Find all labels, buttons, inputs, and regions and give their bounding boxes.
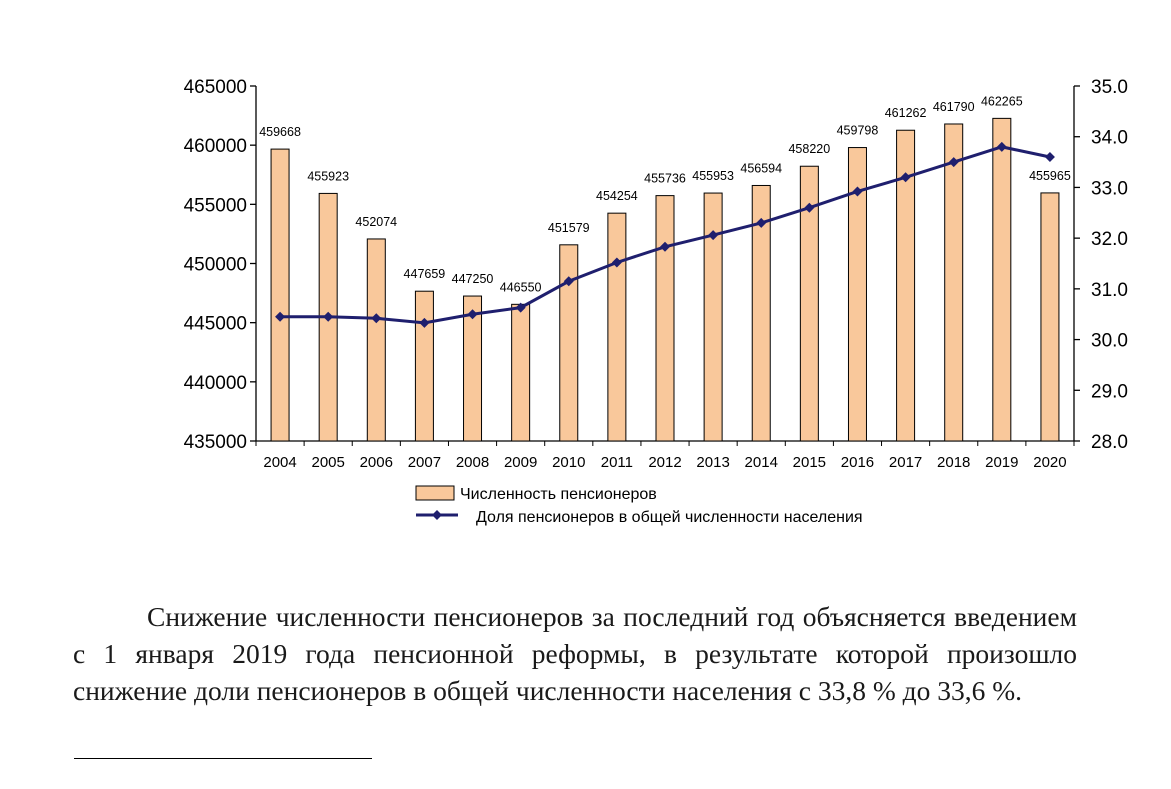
footnote-separator (74, 758, 372, 759)
line-point (948, 157, 959, 168)
line-point (419, 317, 430, 328)
bar-value-label: 447659 (404, 267, 446, 281)
x-axis-tick-label: 2016 (841, 454, 874, 471)
x-axis-tick-label: 2018 (937, 454, 970, 471)
bar (751, 184, 771, 442)
bar (559, 244, 579, 442)
x-axis-tick-label: 2019 (985, 454, 1018, 471)
line-point (563, 276, 574, 287)
bar (414, 290, 434, 442)
line-point (323, 311, 334, 322)
left-axis-tick-label: 450000 (184, 255, 247, 276)
bar (944, 123, 964, 442)
line-point (756, 217, 767, 228)
x-axis-tick-label: 2013 (696, 454, 729, 471)
x-axis-tick-label: 2010 (552, 454, 585, 471)
line-point (660, 241, 670, 252)
line-point (611, 257, 622, 268)
bar (463, 295, 483, 442)
bar-value-label: 446550 (500, 280, 542, 294)
bar (366, 238, 386, 442)
bar-value-label: 452074 (355, 215, 397, 229)
x-axis-tick-label: 2009 (504, 454, 537, 471)
bar (799, 165, 819, 442)
bar (703, 192, 723, 442)
legend-bar-swatch (415, 485, 455, 501)
legend-line-marker (432, 510, 442, 520)
x-axis-tick-label: 2008 (456, 454, 489, 471)
x-axis-tick-label: 2007 (408, 454, 441, 471)
left-axis-tick-label: 455000 (184, 195, 247, 216)
x-axis-tick-label: 2006 (360, 454, 393, 471)
line-point (515, 302, 526, 313)
bar (655, 195, 675, 442)
bar (992, 117, 1012, 442)
bar-value-label: 451579 (548, 221, 590, 235)
x-axis-tick-label: 2017 (889, 454, 922, 471)
bar-value-label: 461262 (885, 106, 927, 120)
left-axis-tick-label: 440000 (184, 373, 247, 394)
explanatory-paragraph: Снижение численности пенсионеров за посл… (73, 601, 1077, 706)
bar-value-labels: 459668 455923 452074 447659 447250 446550 4515… (259, 94, 1071, 294)
line-point (708, 230, 719, 241)
left-axis-tick-label: 435000 (184, 432, 247, 453)
line-point (804, 202, 815, 213)
bar (847, 147, 867, 442)
bar-value-label: 461790 (933, 100, 975, 114)
x-axis-tick-label: 2020 (1033, 454, 1066, 471)
line-point (1044, 152, 1055, 162)
pensioners-chart: 465000 460000 455000 450000 445000 440000 4350… (184, 77, 1128, 526)
line-point (996, 141, 1007, 152)
bar (511, 303, 531, 442)
bar (607, 212, 627, 442)
bar-value-label: 455965 (1029, 169, 1071, 183)
x-axis-tick-label: 2012 (648, 454, 681, 471)
bar (1040, 192, 1060, 442)
bar-value-label: 462265 (981, 94, 1023, 108)
right-axis-tick-label: 29.0 (1091, 381, 1128, 402)
bar-value-label: 459668 (259, 125, 301, 139)
line-point (275, 311, 286, 322)
bar-value-label: 455736 (644, 172, 686, 186)
legend-line-label: Доля пенсионеров в общей численности нас… (476, 509, 863, 526)
line-series (275, 141, 1055, 328)
line-point (371, 313, 382, 324)
left-axis: 465000 460000 455000 450000 445000 440000 4350… (184, 77, 257, 453)
bar-value-label: 455923 (307, 169, 349, 183)
bar-value-label: 447250 (452, 272, 494, 286)
left-axis-tick-label: 460000 (184, 136, 247, 157)
left-axis-tick-label: 445000 (184, 314, 247, 335)
x-axis-tick-label: 2004 (263, 454, 296, 471)
right-axis-tick-label: 33.0 (1091, 178, 1128, 199)
bar-value-label: 454254 (596, 189, 638, 203)
right-axis-tick-label: 30.0 (1091, 331, 1128, 352)
left-axis-tick-label: 465000 (184, 77, 247, 98)
right-axis-tick-label: 31.0 (1091, 280, 1128, 301)
x-axis-tick-label: 2014 (745, 454, 778, 471)
x-axis-tick-label: 2005 (311, 454, 344, 471)
bar-value-label: 459798 (837, 124, 879, 138)
line-point (900, 172, 911, 183)
legend: Численность пенсионеров Доля пенсионеров… (415, 485, 863, 526)
bar-value-label: 458220 (788, 142, 830, 156)
x-axis: 2004 2005 2006 2007 2008 2009 2010 2011 2012 2013… (255, 440, 1075, 471)
x-axis-tick-label: 2011 (601, 454, 633, 471)
bar (896, 129, 916, 442)
bar-value-label: 455953 (692, 169, 734, 183)
right-axis-tick-label: 32.0 (1091, 229, 1128, 250)
legend-bar-label: Численность пенсионеров (460, 486, 657, 503)
right-axis-tick-label: 34.0 (1091, 128, 1128, 149)
bar (270, 148, 290, 442)
right-axis-tick-label: 28.0 (1091, 432, 1128, 453)
x-axis-tick-label: 2015 (793, 454, 826, 471)
bar-value-label: 456594 (740, 161, 782, 175)
bar-series (270, 117, 1060, 442)
right-axis: 35.0 34.0 33.0 32.0 31.0 30.0 29.0 28.0 (1073, 77, 1128, 453)
line-point (467, 309, 478, 320)
right-axis-tick-label: 35.0 (1091, 77, 1128, 98)
line-point (852, 186, 863, 197)
